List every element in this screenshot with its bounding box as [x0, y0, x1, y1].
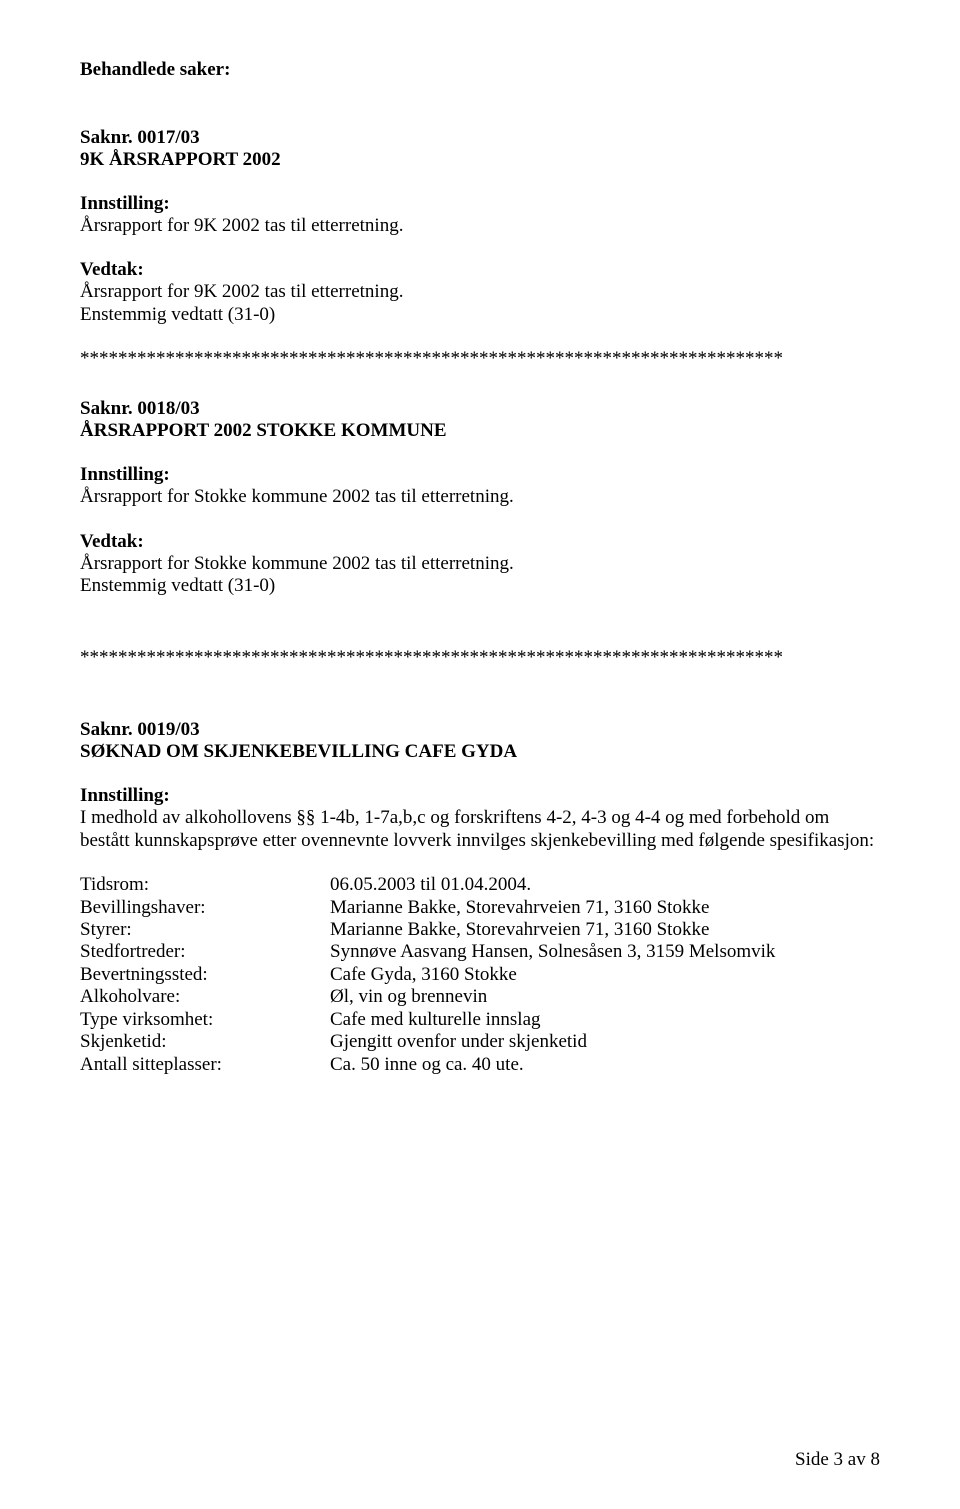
spec-label: Tidsrom: [80, 874, 330, 896]
spec-label: Antall sitteplasser: [80, 1054, 330, 1076]
spec-value: Gjengitt ovenfor under skjenketid [330, 1031, 775, 1053]
vedtak-label: Vedtak: [80, 531, 880, 553]
saknr-0017: Saknr. 0017/03 [80, 127, 880, 149]
vedtak-vote: Enstemmig vedtatt (31-0) [80, 304, 880, 326]
spec-label: Bevertningssted: [80, 964, 330, 986]
table-row: Alkoholvare:Øl, vin og brennevin [80, 986, 775, 1008]
saknr-0019: Saknr. 0019/03 [80, 719, 880, 741]
spec-value: 06.05.2003 til 01.04.2004. [330, 874, 775, 896]
table-row: Bevillingshaver:Marianne Bakke, Storevah… [80, 897, 775, 919]
spec-label: Styrer: [80, 919, 330, 941]
vedtak-vote: Enstemmig vedtatt (31-0) [80, 575, 880, 597]
spec-label: Alkoholvare: [80, 986, 330, 1008]
innstilling-text: I medhold av alkohollovens §§ 1-4b, 1-7a… [80, 807, 880, 852]
innstilling-text: Årsrapport for Stokke kommune 2002 tas t… [80, 486, 880, 508]
innstilling-label: Innstilling: [80, 193, 880, 215]
table-row: Type virksomhet:Cafe med kulturelle inns… [80, 1009, 775, 1031]
vedtak-label: Vedtak: [80, 259, 880, 281]
innstilling-text: Årsrapport for 9K 2002 tas til etterretn… [80, 215, 880, 237]
table-row: Antall sitteplasser:Ca. 50 inne og ca. 4… [80, 1054, 775, 1076]
spec-value: Cafe med kulturelle innslag [330, 1009, 775, 1031]
innstilling-label: Innstilling: [80, 464, 880, 486]
sak-title-0018: ÅRSRAPPORT 2002 STOKKE KOMMUNE [80, 420, 880, 442]
spec-table: Tidsrom:06.05.2003 til 01.04.2004. Bevil… [80, 874, 775, 1076]
spec-label: Type virksomhet: [80, 1009, 330, 1031]
table-row: Stedfortreder:Synnøve Aasvang Hansen, So… [80, 941, 775, 963]
document-page: Behandlede saker: Saknr. 0017/03 9K ÅRSR… [0, 0, 960, 1509]
spec-value: Ca. 50 inne og ca. 40 ute. [330, 1054, 775, 1076]
table-row: Styrer:Marianne Bakke, Storevahrveien 71… [80, 919, 775, 941]
sak-title-0017: 9K ÅRSRAPPORT 2002 [80, 149, 880, 171]
section-divider: ****************************************… [80, 348, 880, 370]
spec-label: Bevillingshaver: [80, 897, 330, 919]
page-title: Behandlede saker: [80, 59, 880, 81]
spec-value: Marianne Bakke, Storevahrveien 71, 3160 … [330, 919, 775, 941]
table-row: Bevertningssted:Cafe Gyda, 3160 Stokke [80, 964, 775, 986]
saknr-0018: Saknr. 0018/03 [80, 398, 880, 420]
vedtak-text: Årsrapport for 9K 2002 tas til etterretn… [80, 281, 880, 303]
innstilling-label: Innstilling: [80, 785, 880, 807]
spec-value: Synnøve Aasvang Hansen, Solnesåsen 3, 31… [330, 941, 775, 963]
spec-value: Øl, vin og brennevin [330, 986, 775, 1008]
vedtak-text: Årsrapport for Stokke kommune 2002 tas t… [80, 553, 880, 575]
spec-label: Skjenketid: [80, 1031, 330, 1053]
section-divider: ****************************************… [80, 647, 880, 669]
table-row: Skjenketid:Gjengitt ovenfor under skjenk… [80, 1031, 775, 1053]
page-footer: Side 3 av 8 [795, 1449, 880, 1471]
spec-value: Cafe Gyda, 3160 Stokke [330, 964, 775, 986]
sak-title-0019: SØKNAD OM SKJENKEBEVILLING CAFE GYDA [80, 741, 880, 763]
spec-label: Stedfortreder: [80, 941, 330, 963]
spec-value: Marianne Bakke, Storevahrveien 71, 3160 … [330, 897, 775, 919]
table-row: Tidsrom:06.05.2003 til 01.04.2004. [80, 874, 775, 896]
